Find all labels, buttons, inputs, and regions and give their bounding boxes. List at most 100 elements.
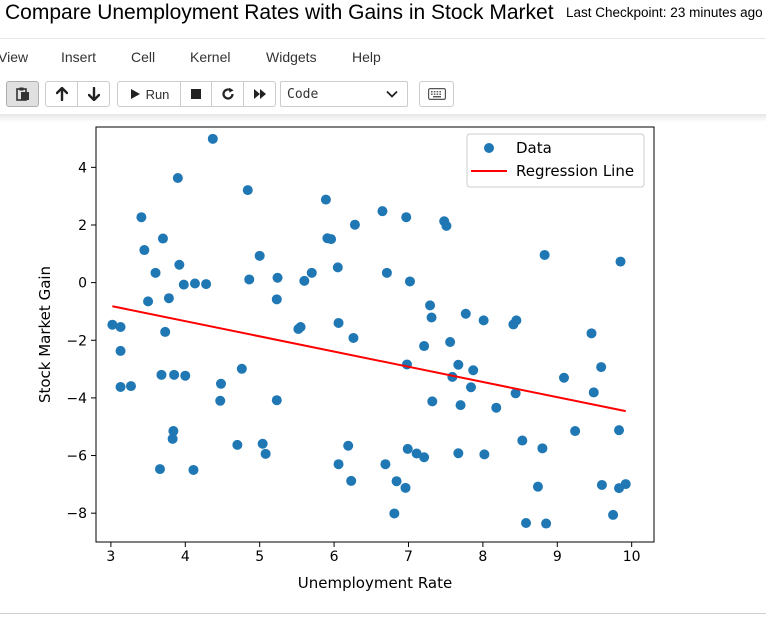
menu-insert[interactable]: Insert xyxy=(61,49,97,65)
menu-widgets[interactable]: Widgets xyxy=(266,49,317,65)
data-point xyxy=(620,479,631,490)
x-tick-label: 10 xyxy=(623,549,641,565)
data-point xyxy=(299,275,310,286)
interrupt-button[interactable] xyxy=(180,81,212,107)
data-point xyxy=(441,220,452,231)
x-axis-label: Unemployment Rate xyxy=(298,574,452,592)
data-point xyxy=(306,267,317,278)
fast-forward-icon xyxy=(253,89,266,99)
paste-button[interactable] xyxy=(6,81,39,107)
restart-button[interactable] xyxy=(211,81,244,107)
x-tick-label: 9 xyxy=(553,549,562,565)
data-point xyxy=(588,387,599,398)
data-point xyxy=(107,319,118,330)
data-point xyxy=(115,381,126,392)
data-point xyxy=(168,426,179,437)
data-point xyxy=(139,245,150,256)
data-point xyxy=(180,370,191,381)
menu-kernel[interactable]: Kernel xyxy=(190,49,231,65)
data-point xyxy=(541,518,552,529)
menu-view[interactable]: View xyxy=(0,49,29,65)
data-point xyxy=(614,425,625,436)
run-button-label: Run xyxy=(145,86,170,102)
data-point xyxy=(257,438,268,449)
data-point xyxy=(320,194,331,205)
toolbar: Run Code xyxy=(0,76,766,114)
data-point xyxy=(570,426,581,437)
run-button[interactable]: Run xyxy=(117,81,181,107)
move-down-button[interactable] xyxy=(77,81,110,107)
command-palette-button[interactable] xyxy=(419,81,454,107)
title-bar: Compare Unemployment Rates with Gains in… xyxy=(0,0,766,38)
data-point xyxy=(558,372,569,383)
y-tick-label: −4 xyxy=(66,391,87,407)
data-point xyxy=(445,336,456,347)
y-tick-label: −8 xyxy=(66,506,87,522)
legend-data-marker xyxy=(484,143,494,153)
data-point xyxy=(156,369,167,380)
data-point xyxy=(426,312,437,323)
cell-divider xyxy=(0,613,766,614)
y-tick-label: 2 xyxy=(78,218,87,234)
data-point xyxy=(333,459,344,470)
data-point xyxy=(242,185,253,196)
menu-cell[interactable]: Cell xyxy=(131,49,156,65)
restart-run-all-button[interactable] xyxy=(243,81,276,107)
stop-icon xyxy=(191,89,201,99)
data-point xyxy=(608,509,619,520)
data-point xyxy=(427,396,438,407)
data-point xyxy=(346,475,357,486)
chevron-down-icon xyxy=(386,90,398,98)
data-point xyxy=(491,402,502,413)
legend-box xyxy=(466,133,645,188)
x-tick-label: 7 xyxy=(404,549,413,565)
data-point xyxy=(402,443,413,454)
data-point xyxy=(172,173,183,184)
data-point xyxy=(215,378,226,389)
data-point xyxy=(326,234,337,245)
data-point xyxy=(381,267,392,278)
data-point xyxy=(189,278,200,289)
menu-bar: View Insert Cell Kernel Widgets Help xyxy=(0,38,766,77)
data-point xyxy=(236,363,247,374)
y-tick-label: −2 xyxy=(66,333,87,349)
notebook-title[interactable]: Compare Unemployment Rates with Gains in… xyxy=(5,1,554,24)
data-point xyxy=(348,332,359,343)
data-point xyxy=(521,517,532,528)
data-point xyxy=(468,365,479,376)
data-point xyxy=(510,388,521,399)
data-point xyxy=(465,382,476,393)
menu-help[interactable]: Help xyxy=(352,49,381,65)
data-point xyxy=(332,262,343,273)
data-point xyxy=(174,259,185,270)
data-point xyxy=(586,328,597,339)
data-point xyxy=(380,459,391,470)
data-point xyxy=(188,464,199,475)
data-point xyxy=(244,274,255,285)
paste-icon xyxy=(15,87,29,101)
data-point xyxy=(377,206,388,217)
data-point xyxy=(232,439,243,450)
data-point xyxy=(349,219,360,230)
move-up-button[interactable] xyxy=(45,81,78,107)
data-point xyxy=(400,482,411,493)
y-axis-label: Stock Market Gain xyxy=(36,266,54,403)
data-point xyxy=(333,317,344,328)
data-point xyxy=(537,443,548,454)
data-point xyxy=(455,400,466,411)
data-point xyxy=(343,440,354,451)
data-point xyxy=(125,381,136,392)
checkpoint-status: Last Checkpoint: 23 minutes ago xyxy=(566,5,763,20)
data-point xyxy=(154,464,165,475)
data-point xyxy=(419,452,430,463)
cell-type-select[interactable]: Code xyxy=(280,81,408,107)
y-tick-label: 4 xyxy=(78,160,87,176)
data-point xyxy=(272,272,283,283)
data-point xyxy=(596,479,607,490)
data-point xyxy=(254,250,265,261)
data-point xyxy=(260,448,271,459)
data-point xyxy=(478,315,489,326)
y-tick-label: 0 xyxy=(78,276,87,292)
arrow-up-icon xyxy=(55,87,68,101)
data-point xyxy=(201,279,212,290)
